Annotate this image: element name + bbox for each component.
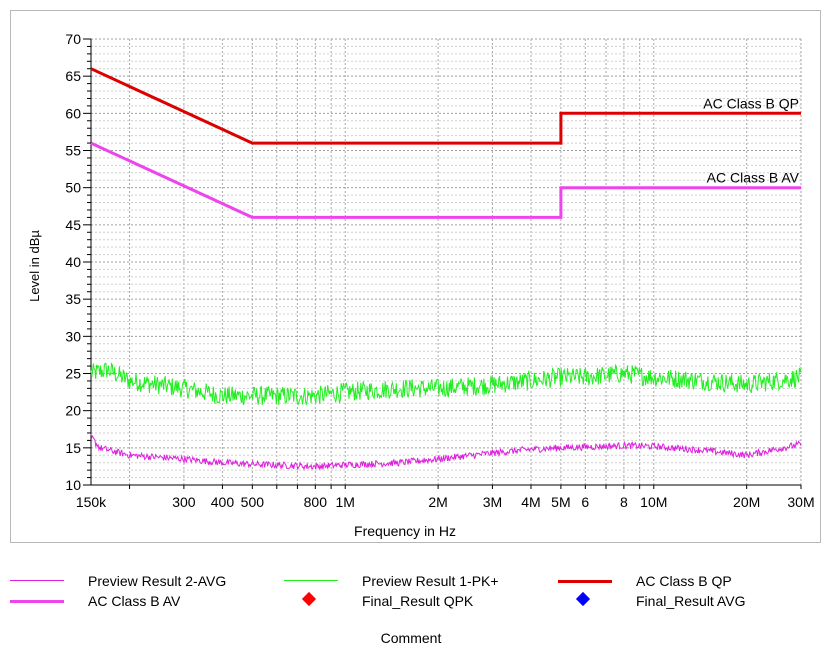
x-tick-label: 1M — [335, 494, 354, 510]
y-tick-label: 70 — [65, 31, 81, 47]
legend-item-class-b-av: AC Class B AV — [10, 592, 180, 610]
y-tick-label: 65 — [65, 68, 81, 84]
emission-chart: 10 15 20 25 30 35 40 45 50 55 60 65 70 150k 300 400 500 8… — [27, 31, 815, 539]
y-tick-label: 20 — [65, 403, 81, 419]
x-tick-label: 4M — [521, 494, 540, 510]
x-tick-label: 10M — [640, 494, 667, 510]
legend-label-final-qpk: Final_Result QPK — [362, 593, 474, 609]
x-tick-label: 8 — [620, 494, 628, 510]
legend: Preview Result 2-AVG Preview Result 1-PK… — [0, 568, 822, 618]
y-tick-label: 40 — [65, 254, 81, 270]
x-axis-title: Frequency in Hz — [354, 523, 456, 539]
measurement-trace-2 — [90, 362, 802, 406]
limit-line-label: AC Class B QP — [703, 95, 799, 111]
legend-item-final-avg: Final_Result AVG — [558, 591, 746, 610]
x-tick-label: 150k — [76, 494, 107, 510]
measurement-trace-3 — [90, 433, 802, 471]
x-tick-label: 300 — [172, 494, 196, 510]
axes — [83, 38, 802, 489]
legend-label-preview-avg: Preview Result 2-AVG — [88, 573, 227, 589]
legend-item-class-b-qp: AC Class B QP — [558, 572, 732, 590]
labels: 10 15 20 25 30 35 40 45 50 55 60 65 70 150k 300 400 500 8… — [65, 31, 814, 510]
x-tick-label: 6 — [581, 494, 589, 510]
legend-label-preview-pk: Preview Result 1-PK+ — [362, 573, 499, 589]
legend-swatch-class-b-av — [10, 592, 64, 610]
legend-label-class-b-qp: AC Class B QP — [636, 573, 732, 589]
x-tick-label: 500 — [241, 494, 265, 510]
y-tick-label: 50 — [65, 180, 81, 196]
legend-label-final-avg: Final_Result AVG — [636, 593, 746, 609]
x-tick-label: 2M — [428, 494, 447, 510]
y-axis-title: Level in dBµ — [27, 230, 42, 302]
legend-item-preview-pk: Preview Result 1-PK+ — [284, 572, 499, 590]
legend-label-class-b-av: AC Class B AV — [88, 593, 181, 609]
legend-swatch-preview-avg — [10, 572, 64, 590]
x-tick-label: 3M — [483, 494, 502, 510]
y-tick-label: 55 — [65, 143, 81, 159]
x-tick-label: 400 — [211, 494, 235, 510]
limit-line-0 — [90, 67, 801, 145]
comment-label: Comment — [380, 630, 442, 646]
y-tick-label: 35 — [65, 291, 81, 307]
y-tick-label: 10 — [65, 477, 81, 493]
y-tick-label: 30 — [65, 328, 81, 344]
legend-swatch-class-b-qp — [558, 572, 612, 590]
limit-line-label: AC Class B AV — [707, 170, 800, 186]
diamond-marker-icon — [558, 591, 612, 610]
y-tick-label: 15 — [65, 440, 81, 456]
legend-item-final-qpk: Final_Result QPK — [284, 591, 474, 610]
x-tick-label: 20M — [733, 494, 760, 510]
y-tick-label: 45 — [65, 217, 81, 233]
legend-item-preview-avg: Preview Result 2-AVG — [10, 572, 226, 590]
limit-line-1 — [90, 141, 801, 219]
series — [90, 67, 802, 471]
y-tick-label: 60 — [65, 105, 81, 121]
plot-frame: 10 15 20 25 30 35 40 45 50 55 60 65 70 150k 300 400 500 8… — [10, 10, 821, 543]
x-tick-label: 30M — [787, 494, 814, 510]
diamond-marker-icon — [284, 591, 338, 610]
y-tick-label: 25 — [65, 366, 81, 382]
legend-swatch-preview-pk — [284, 572, 338, 590]
x-tick-label: 800 — [304, 494, 328, 510]
grid — [91, 38, 802, 486]
x-tick-label: 5M — [551, 494, 570, 510]
